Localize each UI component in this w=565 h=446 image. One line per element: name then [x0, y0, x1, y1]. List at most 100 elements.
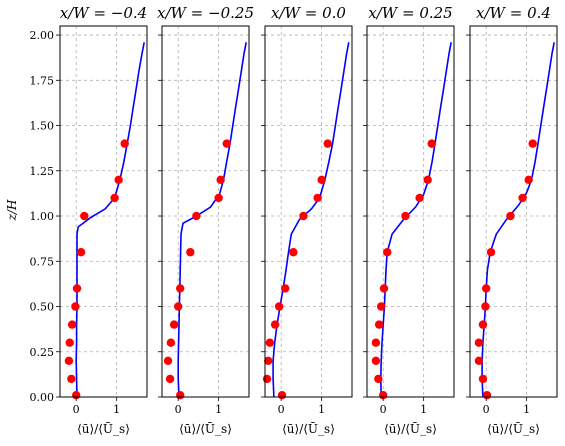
- panel-frame: [161, 25, 250, 398]
- y-tick-label: 0.75: [30, 255, 55, 268]
- panel-frame: [264, 25, 353, 398]
- x-tick-label: 0: [483, 403, 490, 416]
- data-point: [72, 284, 82, 293]
- data-point: [383, 248, 392, 257]
- x-tick-label: 1: [420, 403, 427, 416]
- panel-title: x/W = −0.4: [60, 4, 147, 22]
- data-point: [262, 374, 272, 384]
- panel-frame: [366, 25, 455, 398]
- data-point: [379, 284, 389, 293]
- data-point: [423, 175, 432, 185]
- profile-line: [481, 42, 555, 398]
- data-point: [176, 284, 185, 293]
- x-tick-label: 1: [113, 403, 120, 416]
- data-point: [482, 390, 492, 400]
- x-tick-label: 1: [318, 403, 325, 416]
- x-tick-label: 0: [175, 403, 182, 416]
- data-point: [289, 248, 298, 257]
- data-point: [323, 139, 332, 148]
- x-axis-label: ⟨ū⟩/⟨Ū_s⟩: [487, 421, 540, 436]
- data-point: [427, 139, 436, 148]
- data-point: [518, 193, 527, 203]
- y-tick-label: 1.50: [30, 120, 55, 133]
- data-point: [281, 284, 290, 293]
- data-point: [67, 374, 76, 384]
- x-axis-label: ⟨ū⟩/⟨Ū_s⟩: [384, 421, 437, 436]
- x-tick-label: 1: [523, 403, 530, 416]
- data-point: [80, 211, 89, 221]
- data-point: [67, 320, 77, 329]
- data-point: [186, 248, 195, 257]
- data-point: [374, 374, 383, 384]
- data-point: [110, 193, 119, 203]
- data-point: [120, 139, 129, 148]
- data-point: [169, 320, 179, 329]
- x-tick-label: 0: [278, 403, 285, 416]
- data-point: [265, 338, 275, 347]
- y-tick-label: 0.25: [30, 346, 55, 359]
- data-point: [270, 320, 280, 329]
- data-point: [166, 338, 176, 347]
- data-point: [528, 139, 537, 148]
- data-point: [317, 175, 326, 185]
- profile-line: [379, 42, 452, 398]
- data-point: [478, 374, 488, 384]
- data-point: [481, 302, 490, 311]
- data-point: [506, 211, 515, 221]
- data-point: [371, 338, 381, 347]
- panels: 0.00 0.25 0.50 0.75 1.00 1.25 1.50 1.75 2.00 0 1 ⟨ū…: [30, 4, 558, 436]
- panel-frame: [469, 25, 558, 398]
- panel-4: 0 1 ⟨ū⟩/⟨Ū_s⟩ x/W = 0.25: [363, 4, 455, 436]
- data-point: [65, 338, 74, 347]
- x-tick-label: 0: [73, 403, 80, 416]
- data-point: [371, 356, 381, 366]
- data-point: [173, 302, 183, 311]
- panel-title: x/W = 0.4: [476, 4, 551, 22]
- panel-1: 0.00 0.25 0.50 0.75 1.00 1.25 1.50 1.75 2.00 0 1 ⟨ū…: [30, 4, 148, 436]
- y-axis-label: z/H: [5, 199, 19, 221]
- data-point: [71, 302, 80, 311]
- data-point: [481, 284, 491, 293]
- data-point: [376, 302, 386, 311]
- data-point: [192, 211, 201, 221]
- panel-title: x/W = 0.0: [271, 4, 346, 22]
- profile-line: [75, 42, 145, 398]
- data-point: [163, 356, 173, 366]
- panel-title: x/W = −0.25: [157, 4, 254, 22]
- data-point: [277, 390, 287, 400]
- y-tick-label: 0.00: [30, 391, 55, 404]
- x-tick-label: 0: [380, 403, 387, 416]
- x-tick-label: 1: [215, 403, 222, 416]
- panel-5: 0 1 ⟨ū⟩/⟨Ū_s⟩ x/W = 0.4: [466, 4, 558, 436]
- data-point: [214, 193, 223, 203]
- data-point: [114, 175, 123, 185]
- panel-frame: [59, 25, 148, 398]
- panel-3: 0 1 ⟨ū⟩/⟨Ū_s⟩ x/W = 0.0: [261, 4, 353, 436]
- x-axis-label: ⟨ū⟩/⟨Ū_s⟩: [77, 421, 130, 436]
- data-point: [474, 338, 484, 347]
- data-point: [165, 374, 175, 384]
- data-point: [374, 320, 384, 329]
- y-tick-label: 1.75: [30, 74, 55, 87]
- data-point: [176, 390, 185, 400]
- data-point: [474, 356, 484, 366]
- y-tick-label: 1.00: [30, 210, 55, 223]
- data-point: [216, 175, 225, 185]
- data-point: [76, 248, 86, 257]
- data-point: [264, 356, 273, 366]
- data-point: [401, 211, 410, 221]
- y-tick-label: 0.50: [30, 301, 55, 314]
- data-point: [415, 193, 424, 203]
- profile-line: [272, 42, 350, 398]
- data-point: [64, 356, 74, 366]
- data-point: [486, 248, 496, 257]
- x-axis-label: ⟨ū⟩/⟨Ū_s⟩: [282, 421, 335, 436]
- x-axis-label: ⟨ū⟩/⟨Ū_s⟩: [179, 421, 232, 436]
- panel-title: x/W = 0.25: [368, 4, 452, 22]
- data-point: [478, 320, 488, 329]
- profile-line: [177, 42, 247, 398]
- data-point: [524, 175, 533, 185]
- y-tick-label: 2.00: [30, 29, 55, 42]
- data-point: [222, 139, 231, 148]
